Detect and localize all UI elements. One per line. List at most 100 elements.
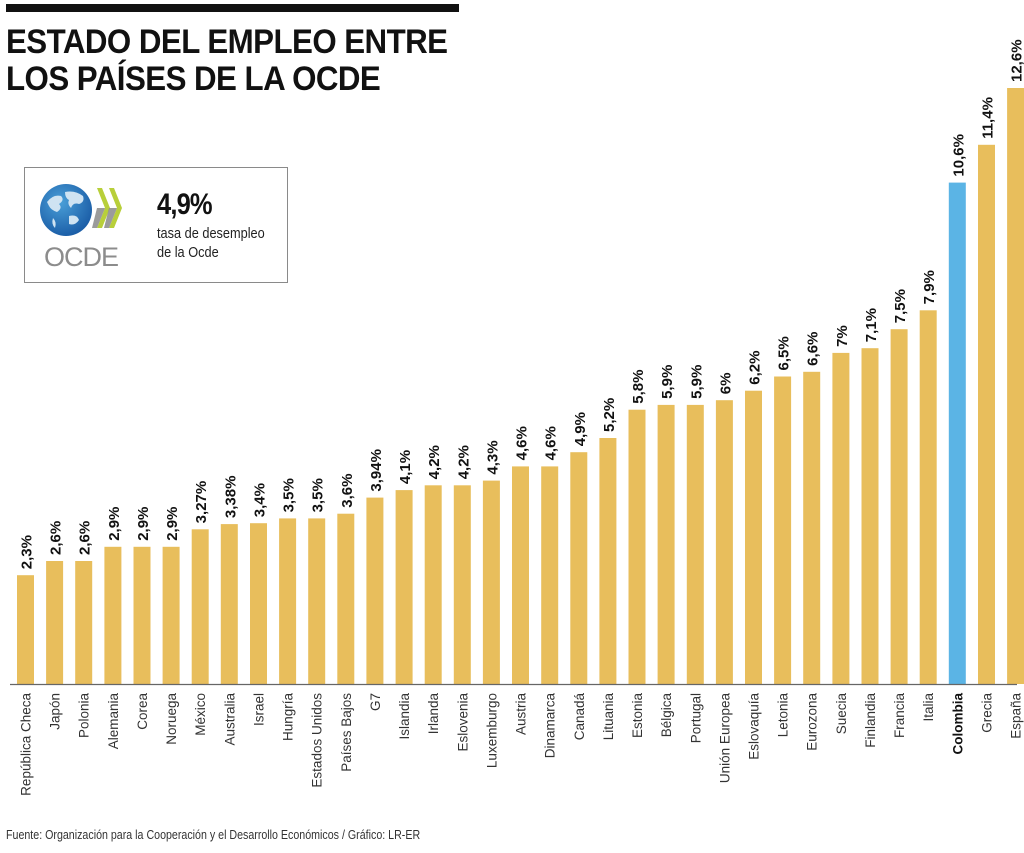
- chart-title-line-2: LOS PAÍSES DE LA OCDE: [6, 60, 381, 98]
- value-label-22: 5,9%: [659, 365, 676, 399]
- value-label-6: 3,27%: [193, 481, 210, 524]
- category-label-18: Dinamarca: [543, 693, 558, 759]
- value-label-7: 3,38%: [222, 476, 239, 519]
- value-label-12: 3,94%: [368, 449, 385, 492]
- bar-29: [861, 348, 879, 684]
- bar-12: [366, 497, 384, 684]
- bar-7: [220, 524, 238, 684]
- category-label-25: Eslovaquía: [747, 693, 762, 760]
- value-label-15: 4,2%: [455, 445, 472, 479]
- value-label-10: 3,5%: [310, 478, 327, 512]
- value-label-31: 7,9%: [921, 270, 938, 304]
- value-label-16: 4,3%: [484, 440, 501, 474]
- category-label-9: Hungría: [281, 693, 296, 742]
- chevrons-icon: [92, 188, 122, 228]
- value-label-11: 3,6%: [339, 473, 356, 507]
- value-label-32: 10,6%: [950, 134, 967, 177]
- bar-5: [162, 546, 180, 684]
- bar-19: [570, 452, 588, 684]
- bar-33: [978, 144, 995, 685]
- bar-3: [104, 546, 122, 684]
- value-label-2: 2,6%: [77, 521, 94, 555]
- bar-0: [17, 575, 34, 684]
- description-line-2: de la Ocde: [157, 244, 219, 261]
- value-label-3: 2,9%: [106, 507, 123, 541]
- ocde-logo: OCDE: [40, 184, 122, 272]
- category-label-1: Japón: [48, 693, 63, 730]
- bar-15: [453, 485, 471, 684]
- value-label-19: 4,9%: [572, 412, 589, 446]
- category-label-17: Austria: [514, 693, 529, 736]
- bar-18: [541, 466, 559, 684]
- bar-6: [191, 529, 209, 684]
- value-label-28: 7%: [834, 325, 851, 347]
- category-label-30: Francia: [892, 693, 907, 739]
- source-note: Fuente: Organización para la Cooperación…: [6, 827, 421, 842]
- bar-17: [512, 466, 529, 684]
- category-label-31: Italia: [921, 693, 936, 722]
- category-label-4: Corea: [135, 693, 150, 730]
- bar-4: [133, 546, 151, 684]
- chart-title-line-1: ESTADO DEL EMPLEO ENTRE: [6, 23, 448, 61]
- category-label-20: Lituania: [601, 693, 616, 741]
- category-label-21: Estonia: [630, 693, 645, 739]
- value-label-13: 4,1%: [397, 450, 414, 484]
- category-label-26: Letonia: [776, 693, 791, 738]
- value-label-30: 7,5%: [892, 289, 909, 323]
- category-label-6: México: [193, 693, 208, 736]
- bar-22: [657, 404, 675, 684]
- bar-21: [628, 409, 646, 684]
- value-label-26: 6,5%: [776, 336, 793, 370]
- bar-16: [482, 480, 500, 684]
- category-label-22: Bélgica: [659, 693, 674, 738]
- bar-13: [395, 490, 413, 684]
- value-label-27: 6,6%: [805, 332, 822, 366]
- category-label-27: Eurozona: [805, 693, 820, 751]
- bar-31: [919, 310, 937, 684]
- category-label-15: Eslovenia: [455, 693, 470, 752]
- category-label-24: Unión Europea: [717, 693, 732, 784]
- category-label-34: España: [1009, 693, 1024, 739]
- bar-10: [308, 518, 326, 684]
- bar-11: [337, 513, 355, 684]
- category-label-11: Países Bajos: [339, 693, 354, 772]
- value-label-18: 4,6%: [543, 426, 560, 460]
- bar-32: [948, 182, 966, 684]
- ocde-unemployment-value: 4,9%: [157, 188, 213, 221]
- category-label-0: República Checa: [19, 693, 34, 796]
- value-label-25: 6,2%: [747, 350, 764, 384]
- value-label-14: 4,2%: [426, 445, 443, 479]
- category-label-29: Finlandia: [863, 693, 878, 748]
- category-label-2: Polonia: [77, 693, 92, 739]
- category-label-10: Estados Unidos: [310, 693, 325, 788]
- bar-1: [46, 561, 64, 684]
- globe-icon: [40, 184, 92, 236]
- category-label-7: Australia: [222, 693, 237, 746]
- category-label-5: Noruega: [164, 693, 179, 745]
- category-label-33: Grecia: [980, 693, 995, 733]
- category-label-13: Islandia: [397, 693, 412, 740]
- ocde-logo-text: OCDE: [44, 242, 118, 272]
- ocde-info-box: OCDE 4,9% tasa de desempleo de la Ocde: [24, 167, 288, 283]
- value-label-34: 12,6%: [1009, 39, 1024, 82]
- bar-34: [1007, 88, 1024, 684]
- description-line-1: tasa de desempleo: [157, 225, 265, 242]
- value-label-29: 7,1%: [863, 308, 880, 342]
- value-label-33: 11,4%: [980, 97, 997, 139]
- category-label-28: Suecia: [834, 693, 849, 735]
- value-label-8: 3,4%: [252, 483, 269, 517]
- category-label-14: Irlanda: [426, 693, 441, 735]
- bar-8: [250, 523, 267, 684]
- category-label-12: G7: [368, 693, 383, 711]
- category-label-8: Israel: [252, 693, 267, 726]
- bar-9: [279, 518, 297, 684]
- value-label-17: 4,6%: [514, 426, 531, 460]
- category-label-32: Colombia: [950, 693, 965, 755]
- bar-25: [745, 390, 762, 684]
- bar-14: [424, 485, 442, 684]
- chart-title: ESTADO DEL EMPLEO ENTRE LOS PAÍSES DE LA…: [6, 23, 448, 98]
- value-label-23: 5,9%: [688, 365, 705, 399]
- category-label-19: Canadá: [572, 693, 587, 741]
- bar-26: [774, 376, 792, 684]
